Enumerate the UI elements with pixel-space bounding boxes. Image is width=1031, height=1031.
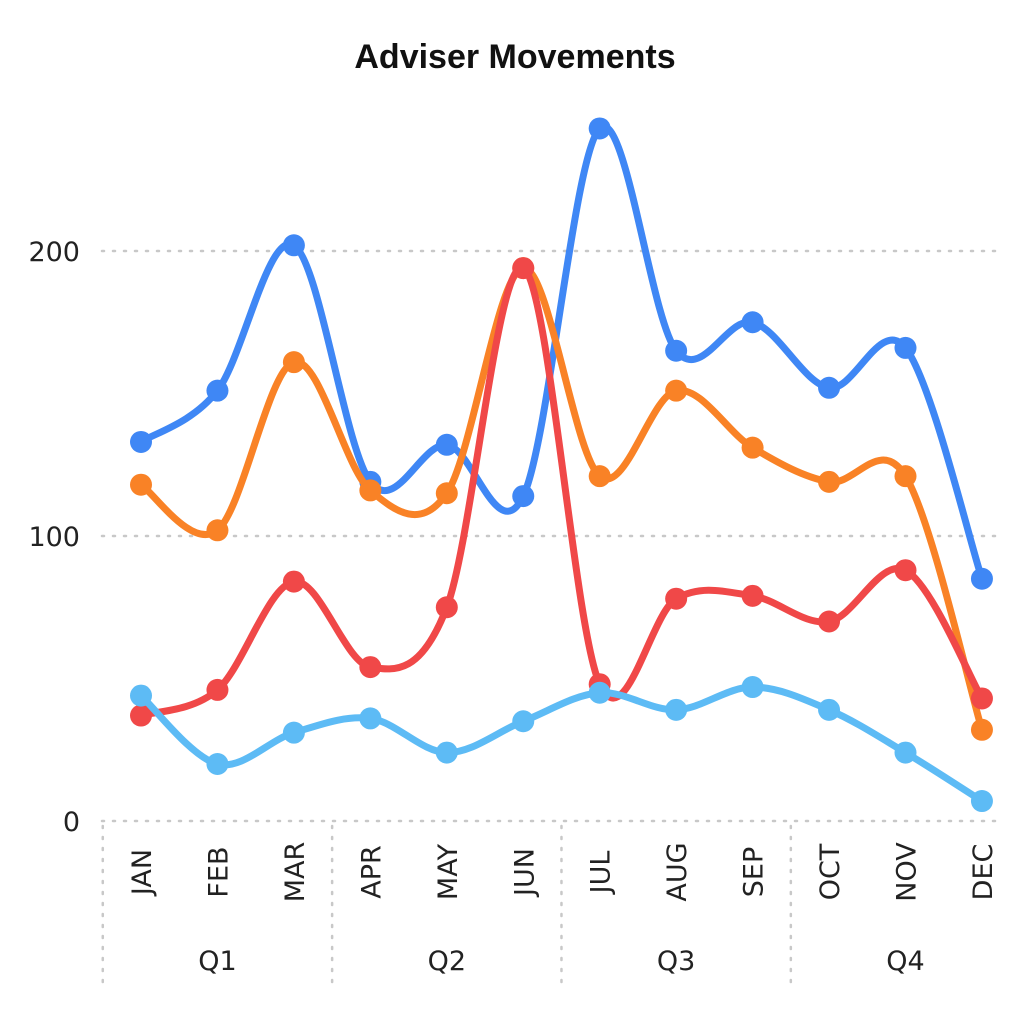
x-axis: JAN FEB MAR APR MAY JUN JUL AUG SEP OCT NOV DEC Q1 Q2… bbox=[101, 824, 999, 992]
data-point[interactable] bbox=[435, 596, 458, 619]
data-point[interactable] bbox=[894, 336, 917, 359]
data-point[interactable] bbox=[206, 379, 229, 402]
data-point[interactable] bbox=[818, 698, 841, 721]
series-line bbox=[137, 264, 986, 734]
chart-title: Adviser Movements bbox=[354, 38, 675, 76]
data-point[interactable] bbox=[130, 430, 152, 453]
data-point[interactable] bbox=[818, 470, 841, 493]
y-axis: 0 100 200 bbox=[28, 237, 80, 838]
data-point[interactable] bbox=[970, 687, 993, 710]
data-point[interactable] bbox=[741, 311, 764, 334]
x-group-label: Q3 bbox=[657, 946, 695, 977]
x-tick-label: OCT bbox=[815, 843, 846, 900]
data-point[interactable] bbox=[818, 610, 841, 633]
x-tick-label: FEB bbox=[203, 846, 234, 897]
data-point[interactable] bbox=[206, 519, 229, 542]
series-line bbox=[137, 264, 986, 720]
data-point[interactable] bbox=[741, 436, 764, 459]
data-point[interactable] bbox=[741, 676, 764, 699]
data-point[interactable] bbox=[665, 587, 688, 610]
series-1 bbox=[130, 117, 993, 590]
data-point[interactable] bbox=[282, 570, 305, 593]
series-3 bbox=[130, 257, 993, 727]
data-point[interactable] bbox=[665, 698, 688, 721]
data-point[interactable] bbox=[665, 339, 688, 362]
data-point[interactable] bbox=[512, 485, 535, 508]
x-tick-label: SEP bbox=[739, 847, 770, 897]
data-point[interactable] bbox=[359, 707, 382, 730]
data-point[interactable] bbox=[970, 790, 993, 813]
data-point[interactable] bbox=[435, 433, 458, 456]
series-line bbox=[137, 683, 986, 805]
x-group-label: Q2 bbox=[428, 946, 466, 977]
data-point[interactable] bbox=[970, 718, 993, 741]
x-tick-label: APR bbox=[356, 845, 387, 899]
x-tick-label: AUG bbox=[662, 842, 693, 901]
x-tick-label: NOV bbox=[892, 842, 923, 902]
data-point[interactable] bbox=[588, 117, 611, 140]
data-point[interactable] bbox=[282, 351, 305, 374]
data-point[interactable] bbox=[359, 479, 382, 502]
x-group-label: Q4 bbox=[886, 946, 924, 977]
data-point[interactable] bbox=[894, 741, 917, 764]
data-point[interactable] bbox=[435, 741, 458, 764]
data-point[interactable] bbox=[206, 753, 229, 775]
x-tick-label: JUL bbox=[586, 851, 617, 896]
data-point[interactable] bbox=[970, 567, 993, 590]
x-tick-label: MAY bbox=[433, 843, 464, 900]
data-point[interactable] bbox=[588, 681, 611, 704]
x-tick-label: JUN bbox=[509, 848, 540, 898]
data-point[interactable] bbox=[588, 465, 611, 488]
y-tick-label: 200 bbox=[28, 237, 80, 268]
data-point[interactable] bbox=[130, 704, 152, 727]
data-point[interactable] bbox=[894, 465, 917, 488]
data-point[interactable] bbox=[282, 234, 305, 257]
data-point[interactable] bbox=[512, 257, 535, 280]
y-tick-label: 100 bbox=[28, 522, 80, 553]
data-point[interactable] bbox=[665, 379, 688, 402]
data-point[interactable] bbox=[741, 584, 764, 607]
y-tick-label: 0 bbox=[63, 807, 80, 838]
data-point[interactable] bbox=[282, 721, 305, 744]
data-point[interactable] bbox=[130, 684, 152, 707]
x-tick-label: DEC bbox=[968, 844, 999, 901]
data-point[interactable] bbox=[894, 559, 917, 582]
series-2 bbox=[130, 257, 993, 741]
gridlines bbox=[100, 249, 1002, 823]
series-group bbox=[130, 117, 993, 813]
data-point[interactable] bbox=[818, 376, 841, 399]
data-point[interactable] bbox=[512, 710, 535, 733]
x-group-label: Q1 bbox=[198, 946, 236, 977]
data-point[interactable] bbox=[359, 656, 382, 679]
x-tick-label: MAR bbox=[280, 842, 311, 903]
data-point[interactable] bbox=[435, 482, 458, 505]
series-4 bbox=[130, 676, 993, 813]
x-tick-label: JAN bbox=[127, 849, 158, 897]
data-point[interactable] bbox=[130, 473, 152, 496]
data-point[interactable] bbox=[206, 678, 229, 701]
